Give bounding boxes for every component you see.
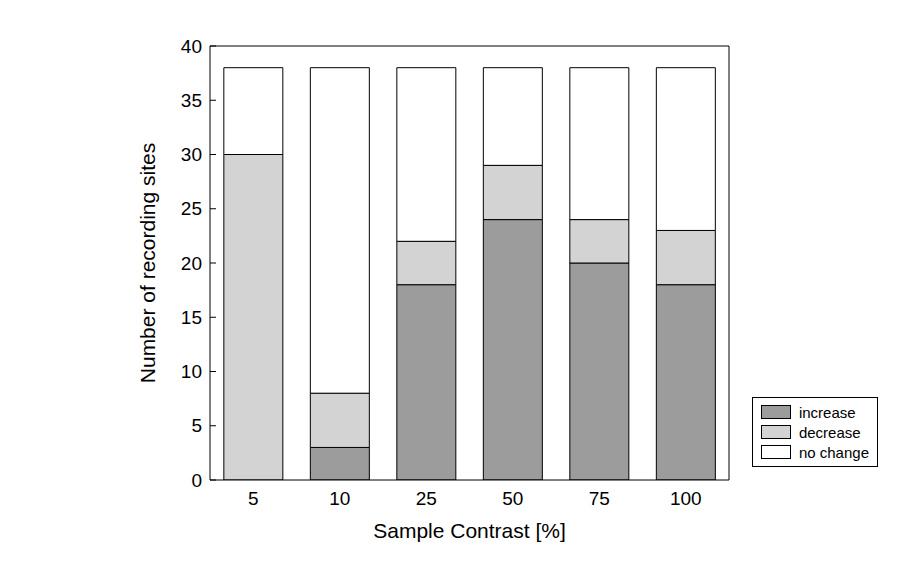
html-text:decrease: decrease <box>798 423 861 441</box>
svg-text:50: 50 <box>502 488 523 509</box>
html-text:no change: no change <box>798 443 869 461</box>
svg-text:40: 40 <box>181 36 202 57</box>
html-text:increase: increase <box>798 403 856 421</box>
svg-text:25: 25 <box>416 488 437 509</box>
svg-text:25: 25 <box>181 198 202 219</box>
svg-text:10: 10 <box>329 488 350 509</box>
svg-text:5: 5 <box>191 415 202 436</box>
svg-text:35: 35 <box>181 90 202 111</box>
svg-text:Number of recording sites: Number of recording sites <box>136 143 159 383</box>
svg-text:75: 75 <box>589 488 610 509</box>
svg-text:15: 15 <box>181 307 202 328</box>
svg-text:5: 5 <box>248 488 259 509</box>
svg-text:0: 0 <box>191 470 202 491</box>
svg-text:10: 10 <box>181 361 202 382</box>
svg-text:100: 100 <box>670 488 702 509</box>
svg-text:20: 20 <box>181 253 202 274</box>
svg-text:30: 30 <box>181 144 202 165</box>
svg-text:Sample Contrast [%]: Sample Contrast [%] <box>373 519 566 542</box>
